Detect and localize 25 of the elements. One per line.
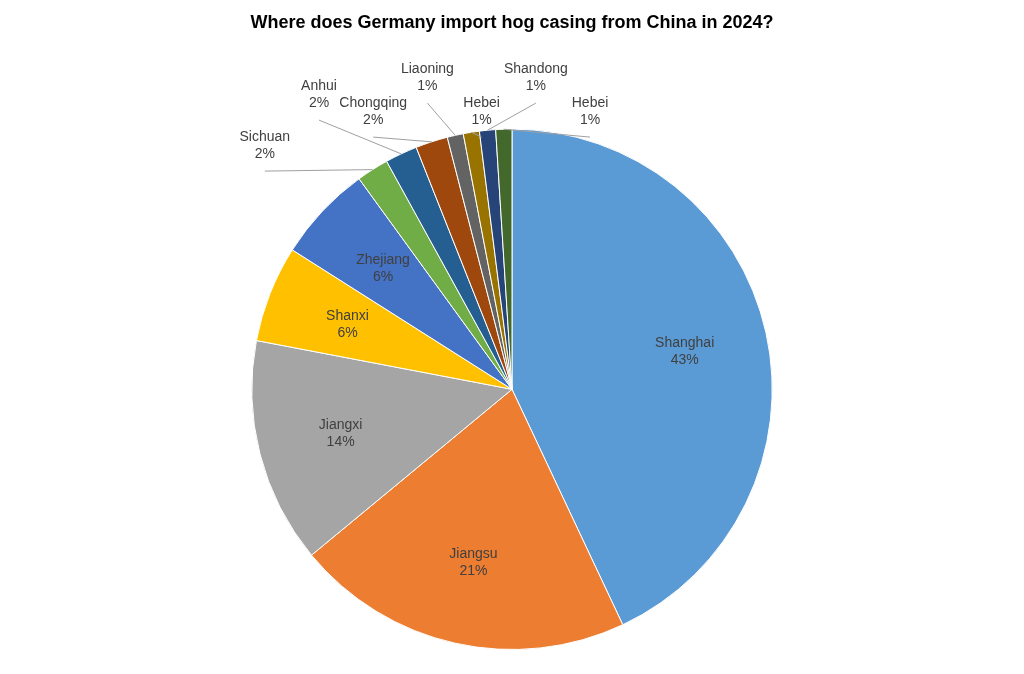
slice-label: Chongqing bbox=[339, 93, 408, 110]
slice-label: Hebei bbox=[571, 93, 609, 110]
slice-label: Anhui bbox=[301, 76, 337, 93]
slice-label: Jiangsu bbox=[449, 544, 498, 561]
data-label: 2% bbox=[363, 110, 384, 127]
data-label: 14% bbox=[326, 433, 355, 450]
slice-label: Hebei bbox=[463, 93, 500, 110]
slice-label: Shanghai bbox=[655, 333, 715, 350]
data-label: 1% bbox=[525, 76, 546, 93]
data-label: 6% bbox=[337, 324, 358, 341]
data-label: 6% bbox=[372, 268, 394, 285]
data-label: 1% bbox=[471, 110, 492, 127]
slice-label: Shanxi bbox=[326, 307, 369, 324]
slice-label: Liaoning bbox=[400, 59, 454, 76]
slice-label: Zhejiang bbox=[356, 251, 410, 268]
data-label: 21% bbox=[459, 561, 488, 578]
data-label: 2% bbox=[308, 93, 330, 110]
slice-label: Sichuan bbox=[239, 127, 291, 144]
data-label: 43% bbox=[670, 350, 699, 367]
data-label: 1% bbox=[417, 76, 438, 93]
chart-title: Where does Germany import hog casing from China in 2024? bbox=[250, 11, 774, 32]
slice-label: Shandong bbox=[503, 59, 568, 76]
data-label: 1% bbox=[579, 110, 601, 127]
data-label: 2% bbox=[254, 144, 275, 161]
slice-label: Jiangxi bbox=[318, 416, 363, 433]
